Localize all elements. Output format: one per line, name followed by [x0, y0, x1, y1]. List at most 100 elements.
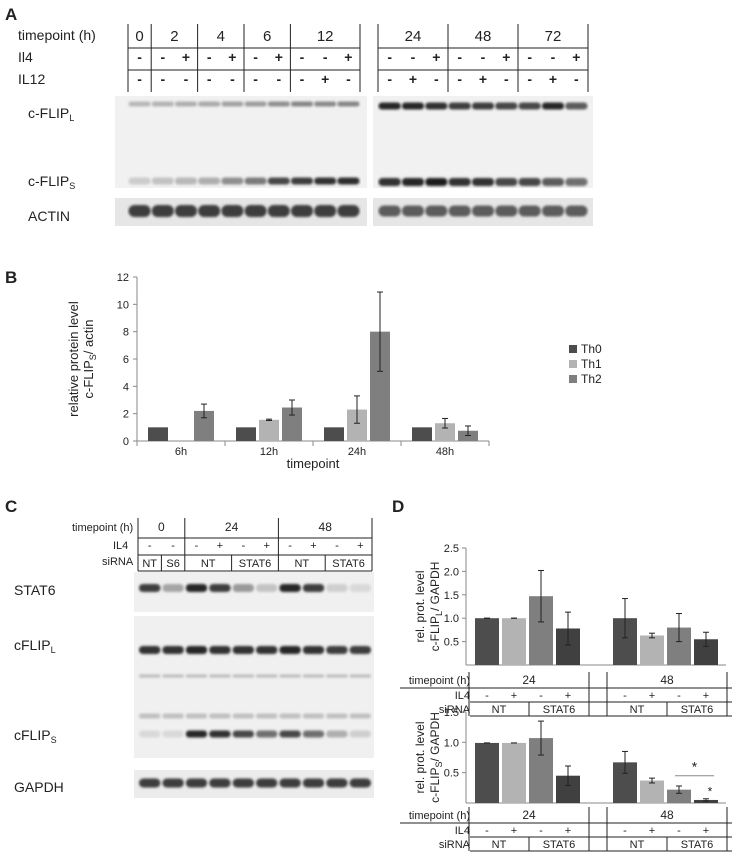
a-blot-bands [128, 101, 588, 217]
c-stat6-band [326, 584, 348, 592]
a-flips-band [337, 177, 360, 185]
a-actin-band [425, 205, 448, 217]
a-il4-sign: + [432, 49, 440, 65]
c-flipl-band [326, 646, 348, 654]
c-gapdh-band [138, 778, 161, 788]
b-y-tick-label: 10 [117, 299, 129, 311]
a-flips-band [425, 178, 448, 186]
a-actin-band [174, 205, 198, 217]
d-il4-sign: + [511, 825, 517, 837]
c-il4-sign: - [148, 540, 152, 552]
d-il4-sign: - [485, 690, 489, 702]
b-x-tick-label: 12h [260, 446, 278, 458]
d-sirna-label: STAT6 [543, 704, 576, 716]
panel-label-a: A [5, 5, 17, 24]
c-gapdh-band [349, 778, 372, 788]
c-timepoint-label: 48 [319, 520, 333, 534]
a-flipl-band [244, 101, 267, 107]
b-bar-th1 [435, 423, 455, 441]
c-flips-band [326, 730, 348, 738]
c-flipl-band [232, 646, 255, 654]
d-y-axis-label-line2: c-FLIPL/ GAPDH [428, 562, 444, 652]
b-y-tick-label: 8 [123, 327, 129, 339]
c-sirna-label: STAT6 [332, 558, 365, 570]
a-il12-sign: - [387, 71, 392, 87]
b-y-tick-label: 6 [123, 354, 129, 366]
a-flips-band [267, 177, 290, 185]
d-timepoint-label: 24 [522, 673, 536, 687]
a-il12-sign: - [346, 71, 351, 87]
b-x-tick-label: 24h [348, 446, 366, 458]
d-timepoint-label: 24 [522, 808, 536, 822]
a-flips-band [541, 178, 565, 186]
a-flipl-band [518, 102, 541, 110]
b-x-tick-label: 6h [175, 446, 187, 458]
c-flipl-minor-band [209, 674, 231, 678]
c-flipl-band [162, 646, 184, 654]
a-flips-band [471, 178, 495, 186]
c-stat6-label: STAT6 [14, 582, 56, 598]
a-flipl-band [174, 101, 198, 107]
a-flipl-band [267, 101, 290, 107]
a-actin-band [337, 205, 360, 217]
c-flipl-band [138, 646, 161, 654]
b-bar-th0 [412, 427, 432, 441]
a-timepoint-label-24: 24 [405, 28, 422, 45]
a-flips-label: c-FLIPS [28, 173, 75, 191]
c-il4-sign: - [241, 540, 245, 552]
c-gapdh-band [162, 778, 184, 788]
b-y-axis-label-line1: relative protein level [66, 301, 81, 417]
a-il12-sign: - [434, 71, 439, 87]
a-flips-band [198, 177, 221, 185]
b-y-tick-label: 2 [123, 409, 129, 421]
a-flipl-band [378, 102, 401, 110]
b-bar-th0 [324, 427, 344, 441]
d-sirna-label: STAT6 [681, 704, 714, 716]
c-flips-band [162, 730, 184, 738]
b-bar-th2 [370, 331, 390, 441]
a-il12-sign: - [230, 71, 235, 87]
d-bar [475, 742, 499, 803]
a-il4-sign: - [387, 49, 392, 65]
panel-label-b: B [5, 268, 17, 287]
d-y-tick-label: 2.5 [444, 543, 459, 555]
d-il4-row-label: IL4 [455, 825, 470, 837]
a-actin-band [267, 205, 290, 217]
c-flips-band [232, 730, 255, 738]
d-il4-sign: - [623, 825, 627, 837]
d-il4-sign: - [485, 825, 489, 837]
a-flips-band [518, 178, 541, 186]
d-y-tick-label: 1.0 [444, 737, 459, 749]
d-sirna-label: NT [492, 839, 507, 851]
d-il4-sign: + [565, 690, 571, 702]
d-significance-star: * [692, 759, 698, 775]
c-sirna-label: S6 [166, 558, 179, 570]
c-flipl-minor-band [302, 674, 325, 678]
c-flips-band [349, 730, 372, 738]
a-il4-sign: + [182, 49, 190, 65]
a-flipl-label: c-FLIPL [28, 105, 74, 123]
a-il12-sign: - [574, 71, 579, 87]
b-bar-th0 [236, 427, 256, 441]
c-flipl-label: cFLIPL [14, 637, 56, 655]
c-flipl-band [302, 646, 325, 654]
a-flipl-band [151, 101, 174, 107]
a-flips-band [378, 178, 401, 186]
c-flipl-minor-band [138, 713, 161, 719]
c-flips-band [138, 730, 161, 738]
a-il12-sign: - [207, 71, 212, 87]
d-sirna-label: NT [630, 839, 645, 851]
b-x-axis-label: timepoint [287, 456, 340, 471]
c-flipl-minor-band [279, 674, 301, 678]
panel-label-c: C [5, 497, 17, 516]
c-il4-sign: - [335, 540, 339, 552]
c-il4-sign: + [217, 540, 223, 552]
a-il4-sign: - [551, 49, 556, 65]
d-il4-row-label: IL4 [455, 690, 470, 702]
a-flips-band [221, 177, 244, 185]
c-flipl-minor-band [255, 713, 278, 719]
c-il4-sign: + [357, 540, 363, 552]
c-flips-band [209, 730, 231, 738]
c-il4-sign: - [288, 540, 292, 552]
a-flipl-band [401, 102, 425, 110]
